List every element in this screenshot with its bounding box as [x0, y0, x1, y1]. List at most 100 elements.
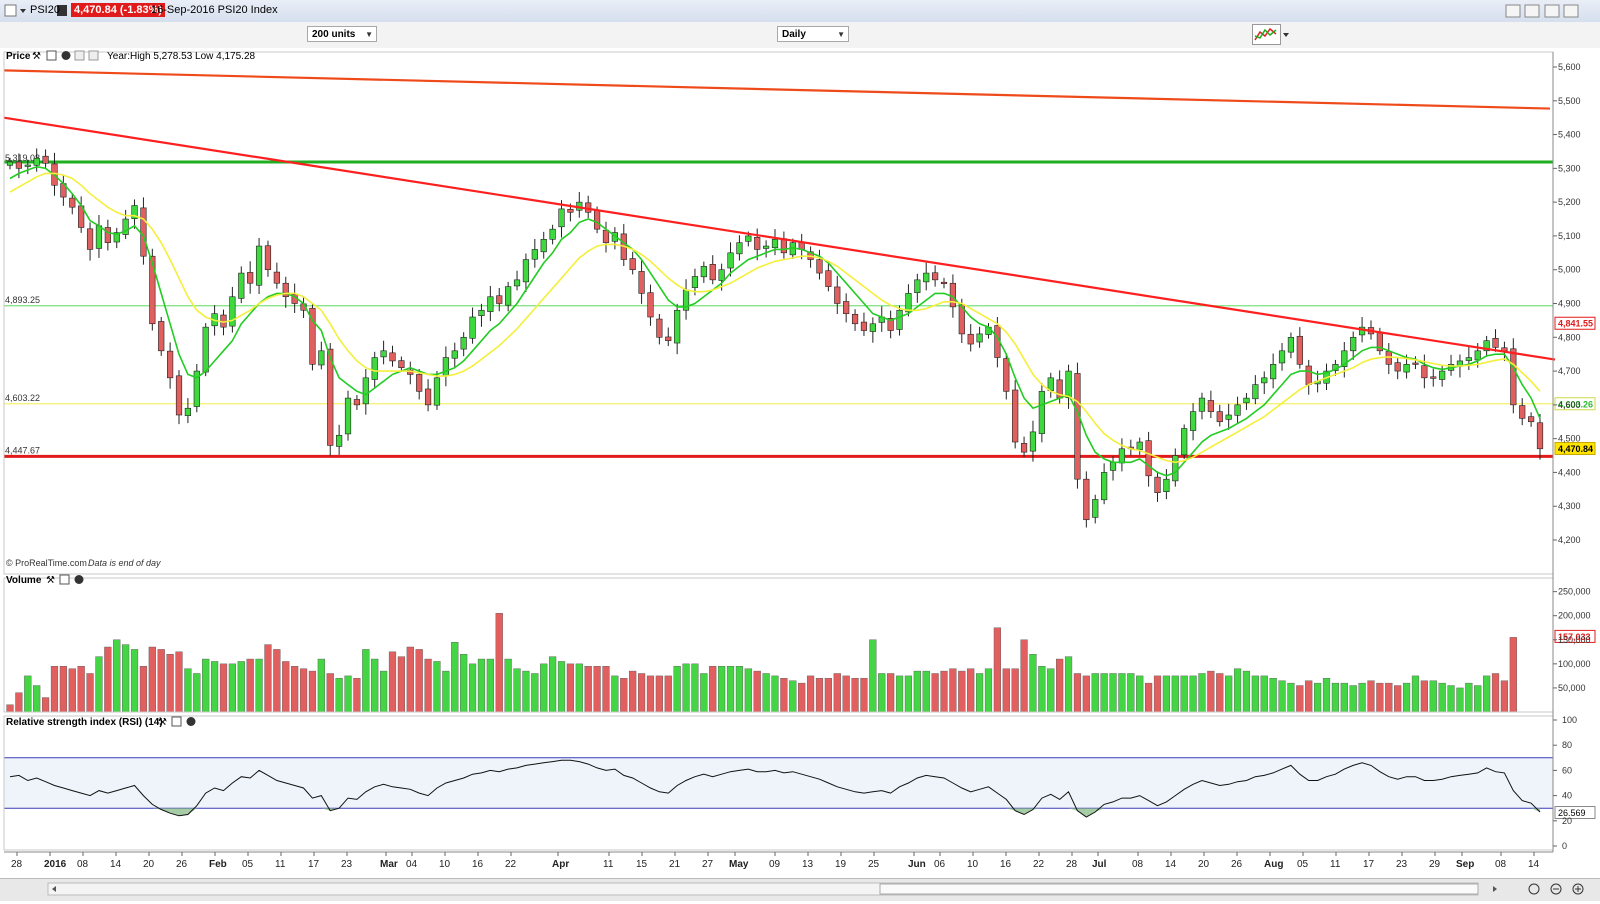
volume-bar — [299, 668, 308, 713]
candle — [24, 164, 31, 167]
close-icon[interactable] — [74, 575, 84, 584]
zoom-in-icon[interactable] — [1572, 883, 1584, 895]
candle — [1296, 335, 1303, 365]
candle — [416, 374, 423, 392]
scroll-right-icon[interactable] — [1493, 886, 1497, 892]
window-icon[interactable] — [171, 716, 182, 727]
candle — [1474, 350, 1481, 361]
volume-bar — [860, 678, 868, 713]
x-tick-label: 06 — [934, 859, 946, 870]
layers-icon[interactable] — [88, 50, 99, 61]
volume-bar — [415, 649, 423, 713]
price-tick-label: 4,400 — [1558, 467, 1581, 477]
candle — [1287, 336, 1295, 353]
window-title: 16-Sep-2016 PSI20 Index — [151, 4, 278, 16]
close-window-icon[interactable] — [1563, 4, 1579, 18]
candle — [825, 270, 832, 287]
volume-bar — [86, 673, 94, 713]
price-tick-label: 4,200 — [1558, 535, 1581, 545]
volume-bar — [637, 673, 646, 713]
candle — [131, 205, 138, 219]
volume-bar — [273, 649, 281, 713]
close-icon[interactable] — [61, 51, 71, 60]
zoom-fit-icon[interactable] — [1528, 883, 1540, 895]
restore-icon[interactable] — [1524, 4, 1540, 18]
x-tick-label: 17 — [1363, 859, 1375, 870]
rsi-oversold-fill — [1095, 808, 1105, 812]
volume-tick-label: 100,000 — [1558, 659, 1591, 669]
volume-bar — [228, 663, 236, 713]
scroll-left-icon[interactable] — [52, 886, 56, 892]
volume-bar — [451, 641, 459, 713]
rsi-oversold-fill — [1068, 808, 1078, 811]
candle — [184, 407, 192, 416]
volume-bar — [1509, 637, 1517, 713]
candle — [1207, 400, 1214, 412]
candle — [1403, 364, 1410, 373]
x-tick-label: 05 — [242, 859, 254, 870]
scroll-thumb[interactable] — [879, 883, 1479, 895]
volume-bar — [575, 663, 583, 713]
volume-bar — [993, 627, 1001, 713]
candle — [175, 375, 183, 416]
volume-bar — [753, 670, 761, 713]
x-tick-label: 17 — [308, 859, 320, 870]
volume-bar — [1225, 675, 1233, 713]
chart-area[interactable]: 5,319.08 4,893.25 4,603.22 4,447.67 4,841.55… — [0, 48, 1600, 878]
volume-bar — [424, 658, 432, 713]
volume-bar — [246, 658, 254, 713]
rsi-oversold-fill — [1032, 808, 1042, 810]
year-range-label: Year:High 5,278.53 Low 4,175.28 — [107, 51, 256, 62]
volume-bar — [219, 663, 228, 713]
add-icon[interactable] — [74, 50, 85, 61]
volume-bar — [700, 673, 708, 713]
volume-bar — [584, 666, 592, 713]
window-menu-icon[interactable] — [4, 4, 17, 17]
wrench-icon[interactable]: ⚒ — [158, 717, 167, 728]
rsi-panel[interactable]: 26.569 — [4, 757, 1596, 820]
candle — [95, 225, 103, 249]
close-icon[interactable] — [186, 717, 196, 726]
price-tick-label: 5,200 — [1558, 197, 1581, 207]
candle — [869, 323, 876, 332]
candle — [451, 350, 458, 359]
volume-bar — [833, 673, 841, 713]
wrench-icon[interactable]: ⚒ — [46, 575, 55, 586]
x-tick-label: 05 — [1297, 859, 1309, 870]
candle — [1234, 404, 1241, 416]
candle — [1074, 373, 1081, 480]
symbol-name[interactable]: PSI20 — [30, 4, 60, 16]
period-select[interactable]: Daily ▼ — [777, 26, 849, 42]
volume-bar — [1020, 639, 1028, 713]
volume-bar — [1278, 680, 1286, 713]
candle — [42, 155, 49, 164]
volume-bar — [442, 670, 450, 713]
candle — [327, 348, 334, 446]
volume-bar — [1029, 654, 1037, 713]
wrench-icon[interactable]: ⚒ — [32, 51, 41, 62]
x-tick-label: 11 — [1330, 859, 1341, 870]
volume-bar — [1287, 682, 1295, 713]
x-tick-label: 11 — [603, 859, 614, 870]
volume-bar — [1260, 675, 1268, 713]
title-bar: PSI20 4,470.84 (-1.83%) 16-Sep-2016 PSI2… — [0, 0, 1600, 23]
candle — [1003, 358, 1010, 392]
maximize-icon[interactable] — [1544, 4, 1560, 18]
x-tick-label: Feb — [209, 859, 227, 870]
price-panel[interactable]: 5,319.08 4,893.25 4,603.22 4,447.67 4,841.55… — [3, 69, 1596, 528]
symbol-dropdown-icon[interactable] — [20, 9, 26, 13]
zoom-out-icon[interactable] — [1550, 883, 1562, 895]
candle — [122, 218, 129, 235]
info-icon[interactable] — [57, 5, 67, 16]
units-select[interactable]: 200 units ▼ — [307, 26, 377, 42]
candle — [255, 245, 263, 286]
window-icon[interactable] — [46, 50, 57, 61]
rsi-band — [4, 757, 1553, 809]
list-icon[interactable] — [1505, 4, 1521, 18]
volume-panel[interactable]: 157,033 — [6, 613, 1596, 713]
horizontal-scrollbar[interactable] — [0, 878, 1600, 901]
chart-type-button[interactable] — [1252, 24, 1292, 46]
moving-average-line — [3, 69, 1551, 110]
window-icon[interactable] — [59, 574, 70, 585]
x-tick-label: Sep — [1456, 859, 1474, 870]
